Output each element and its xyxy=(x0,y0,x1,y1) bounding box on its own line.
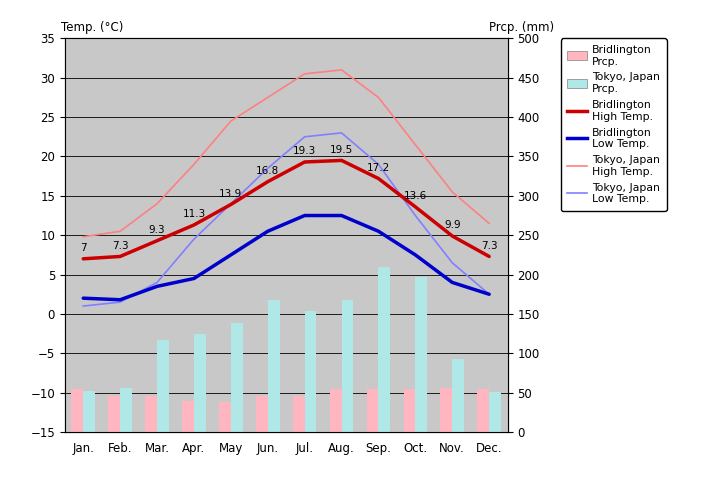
Bar xyxy=(256,396,268,432)
Text: 7.3: 7.3 xyxy=(481,241,498,251)
Bar xyxy=(452,359,464,432)
Bar xyxy=(145,396,157,432)
Text: 7: 7 xyxy=(80,243,86,253)
Bar xyxy=(219,402,231,432)
Text: 11.3: 11.3 xyxy=(182,209,206,219)
Text: 9.3: 9.3 xyxy=(149,225,166,235)
Legend: Bridlington
Prcp., Tokyo, Japan
Prcp., Bridlington
High Temp., Bridlington
Low T: Bridlington Prcp., Tokyo, Japan Prcp., B… xyxy=(561,38,667,211)
Bar xyxy=(379,267,390,432)
Bar xyxy=(293,396,305,432)
Text: Prcp. (mm): Prcp. (mm) xyxy=(490,21,554,34)
Bar xyxy=(108,396,120,432)
Text: 13.9: 13.9 xyxy=(219,189,243,199)
Bar xyxy=(489,392,501,432)
Text: 17.2: 17.2 xyxy=(366,163,390,173)
Bar xyxy=(268,300,279,432)
Bar xyxy=(366,389,379,432)
Text: 16.8: 16.8 xyxy=(256,166,279,176)
Bar xyxy=(157,340,169,432)
Bar xyxy=(341,300,354,432)
Bar xyxy=(182,400,194,432)
Bar xyxy=(441,388,452,432)
Bar xyxy=(231,324,243,432)
Bar xyxy=(84,391,95,432)
Bar xyxy=(71,389,84,432)
Text: 19.3: 19.3 xyxy=(293,146,316,156)
Bar xyxy=(403,389,415,432)
Bar xyxy=(415,277,427,432)
Bar xyxy=(120,388,132,432)
Bar xyxy=(477,389,489,432)
Bar xyxy=(305,311,317,432)
Text: 9.9: 9.9 xyxy=(444,220,461,230)
Bar xyxy=(194,334,206,432)
Text: 13.6: 13.6 xyxy=(404,192,427,201)
Text: Temp. (°C): Temp. (°C) xyxy=(61,21,124,34)
Bar xyxy=(330,389,341,432)
Text: 7.3: 7.3 xyxy=(112,241,128,251)
Text: 19.5: 19.5 xyxy=(330,145,354,155)
